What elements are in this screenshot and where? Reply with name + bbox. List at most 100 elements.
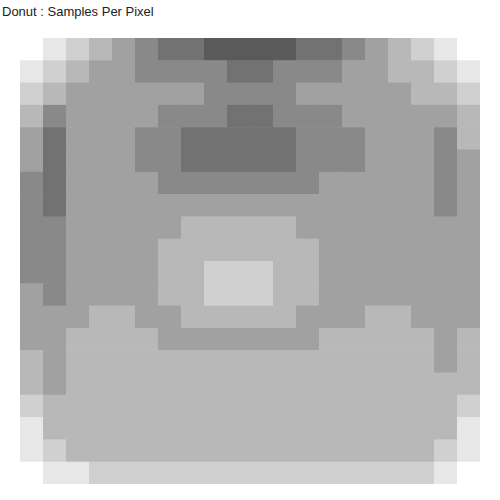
heatmap-cell xyxy=(181,105,205,128)
heatmap-cell xyxy=(135,216,159,239)
heatmap-cell xyxy=(388,261,412,284)
heatmap-cell xyxy=(43,350,67,373)
heatmap-cell xyxy=(365,462,389,484)
heatmap-cell xyxy=(457,462,480,484)
heatmap-cell xyxy=(158,417,182,440)
heatmap-cell xyxy=(319,150,343,173)
heatmap-cell xyxy=(434,194,458,217)
heatmap-cell xyxy=(250,216,274,239)
heatmap-cell xyxy=(135,328,159,351)
heatmap-cell xyxy=(20,462,44,484)
heatmap-cell xyxy=(365,395,389,418)
heatmap-cell xyxy=(181,194,205,217)
heatmap-cell xyxy=(20,194,44,217)
heatmap-cell xyxy=(227,105,251,128)
heatmap-cell xyxy=(250,328,274,351)
heatmap-cell xyxy=(181,462,205,484)
heatmap-cell xyxy=(112,150,136,173)
heatmap-cell xyxy=(273,83,297,106)
heatmap-cell xyxy=(411,38,435,61)
heatmap-cell xyxy=(296,38,320,61)
heatmap-cell xyxy=(434,417,458,440)
heatmap-cell xyxy=(135,150,159,173)
heatmap-cell xyxy=(365,239,389,262)
heatmap-cell xyxy=(135,60,159,83)
heatmap-cell xyxy=(273,194,297,217)
heatmap-cell xyxy=(434,127,458,150)
heatmap-cell xyxy=(457,328,480,351)
heatmap-cell xyxy=(227,283,251,306)
heatmap-cell xyxy=(434,439,458,462)
heatmap-cell xyxy=(43,328,67,351)
heatmap-cell xyxy=(250,83,274,106)
heatmap-cell xyxy=(89,373,113,396)
heatmap-cell xyxy=(181,261,205,284)
heatmap-cell xyxy=(66,439,90,462)
chart-container: Donut : Samples Per Pixel xyxy=(0,0,500,500)
heatmap-cell xyxy=(411,462,435,484)
heatmap-cell xyxy=(227,239,251,262)
heatmap-cell xyxy=(89,194,113,217)
heatmap-cell xyxy=(43,417,67,440)
heatmap-cell xyxy=(158,127,182,150)
heatmap-cell xyxy=(457,306,480,329)
heatmap-cell xyxy=(319,60,343,83)
heatmap-cell xyxy=(66,194,90,217)
heatmap-cell xyxy=(89,239,113,262)
heatmap-cell xyxy=(20,83,44,106)
heatmap-cell xyxy=(365,283,389,306)
heatmap-cell xyxy=(43,127,67,150)
heatmap-cell xyxy=(250,417,274,440)
heatmap-cell xyxy=(181,150,205,173)
heatmap-cell xyxy=(457,395,480,418)
heatmap-cell xyxy=(135,172,159,195)
heatmap-cell xyxy=(89,395,113,418)
heatmap-cell xyxy=(89,38,113,61)
heatmap-cell xyxy=(457,417,480,440)
heatmap-cell xyxy=(158,83,182,106)
heatmap-cell xyxy=(181,328,205,351)
heatmap-cell xyxy=(319,283,343,306)
heatmap-cell xyxy=(411,350,435,373)
heatmap-cell xyxy=(66,38,90,61)
heatmap-cell xyxy=(135,127,159,150)
heatmap-cell xyxy=(365,306,389,329)
heatmap-cell xyxy=(365,83,389,106)
heatmap-cell xyxy=(89,105,113,128)
heatmap-cell xyxy=(227,172,251,195)
heatmap-cell xyxy=(66,127,90,150)
heatmap-cell xyxy=(43,373,67,396)
heatmap-cell xyxy=(112,417,136,440)
heatmap-cell xyxy=(250,150,274,173)
heatmap-cell xyxy=(135,373,159,396)
heatmap-cell xyxy=(365,417,389,440)
heatmap-cell xyxy=(273,105,297,128)
heatmap-cell xyxy=(66,283,90,306)
heatmap-cell xyxy=(227,194,251,217)
heatmap-cell xyxy=(135,261,159,284)
heatmap-cell xyxy=(204,83,228,106)
heatmap-cell xyxy=(158,261,182,284)
heatmap-cell xyxy=(227,350,251,373)
heatmap-cell xyxy=(250,462,274,484)
heatmap-cell xyxy=(434,38,458,61)
heatmap-cell xyxy=(296,261,320,284)
heatmap-cell xyxy=(388,462,412,484)
heatmap-cell xyxy=(434,373,458,396)
heatmap-cell xyxy=(66,395,90,418)
heatmap-cell xyxy=(43,38,67,61)
heatmap-cell xyxy=(89,462,113,484)
heatmap-cell xyxy=(319,373,343,396)
heatmap-cell xyxy=(43,239,67,262)
heatmap-cell xyxy=(457,373,480,396)
heatmap-cell xyxy=(204,150,228,173)
heatmap-cell xyxy=(43,83,67,106)
heatmap-cell xyxy=(43,395,67,418)
heatmap-cell xyxy=(112,373,136,396)
heatmap-cell xyxy=(388,127,412,150)
heatmap-cell xyxy=(66,105,90,128)
heatmap-cell xyxy=(250,373,274,396)
heatmap-cell xyxy=(411,373,435,396)
heatmap-cell xyxy=(319,105,343,128)
heatmap-cell xyxy=(89,417,113,440)
